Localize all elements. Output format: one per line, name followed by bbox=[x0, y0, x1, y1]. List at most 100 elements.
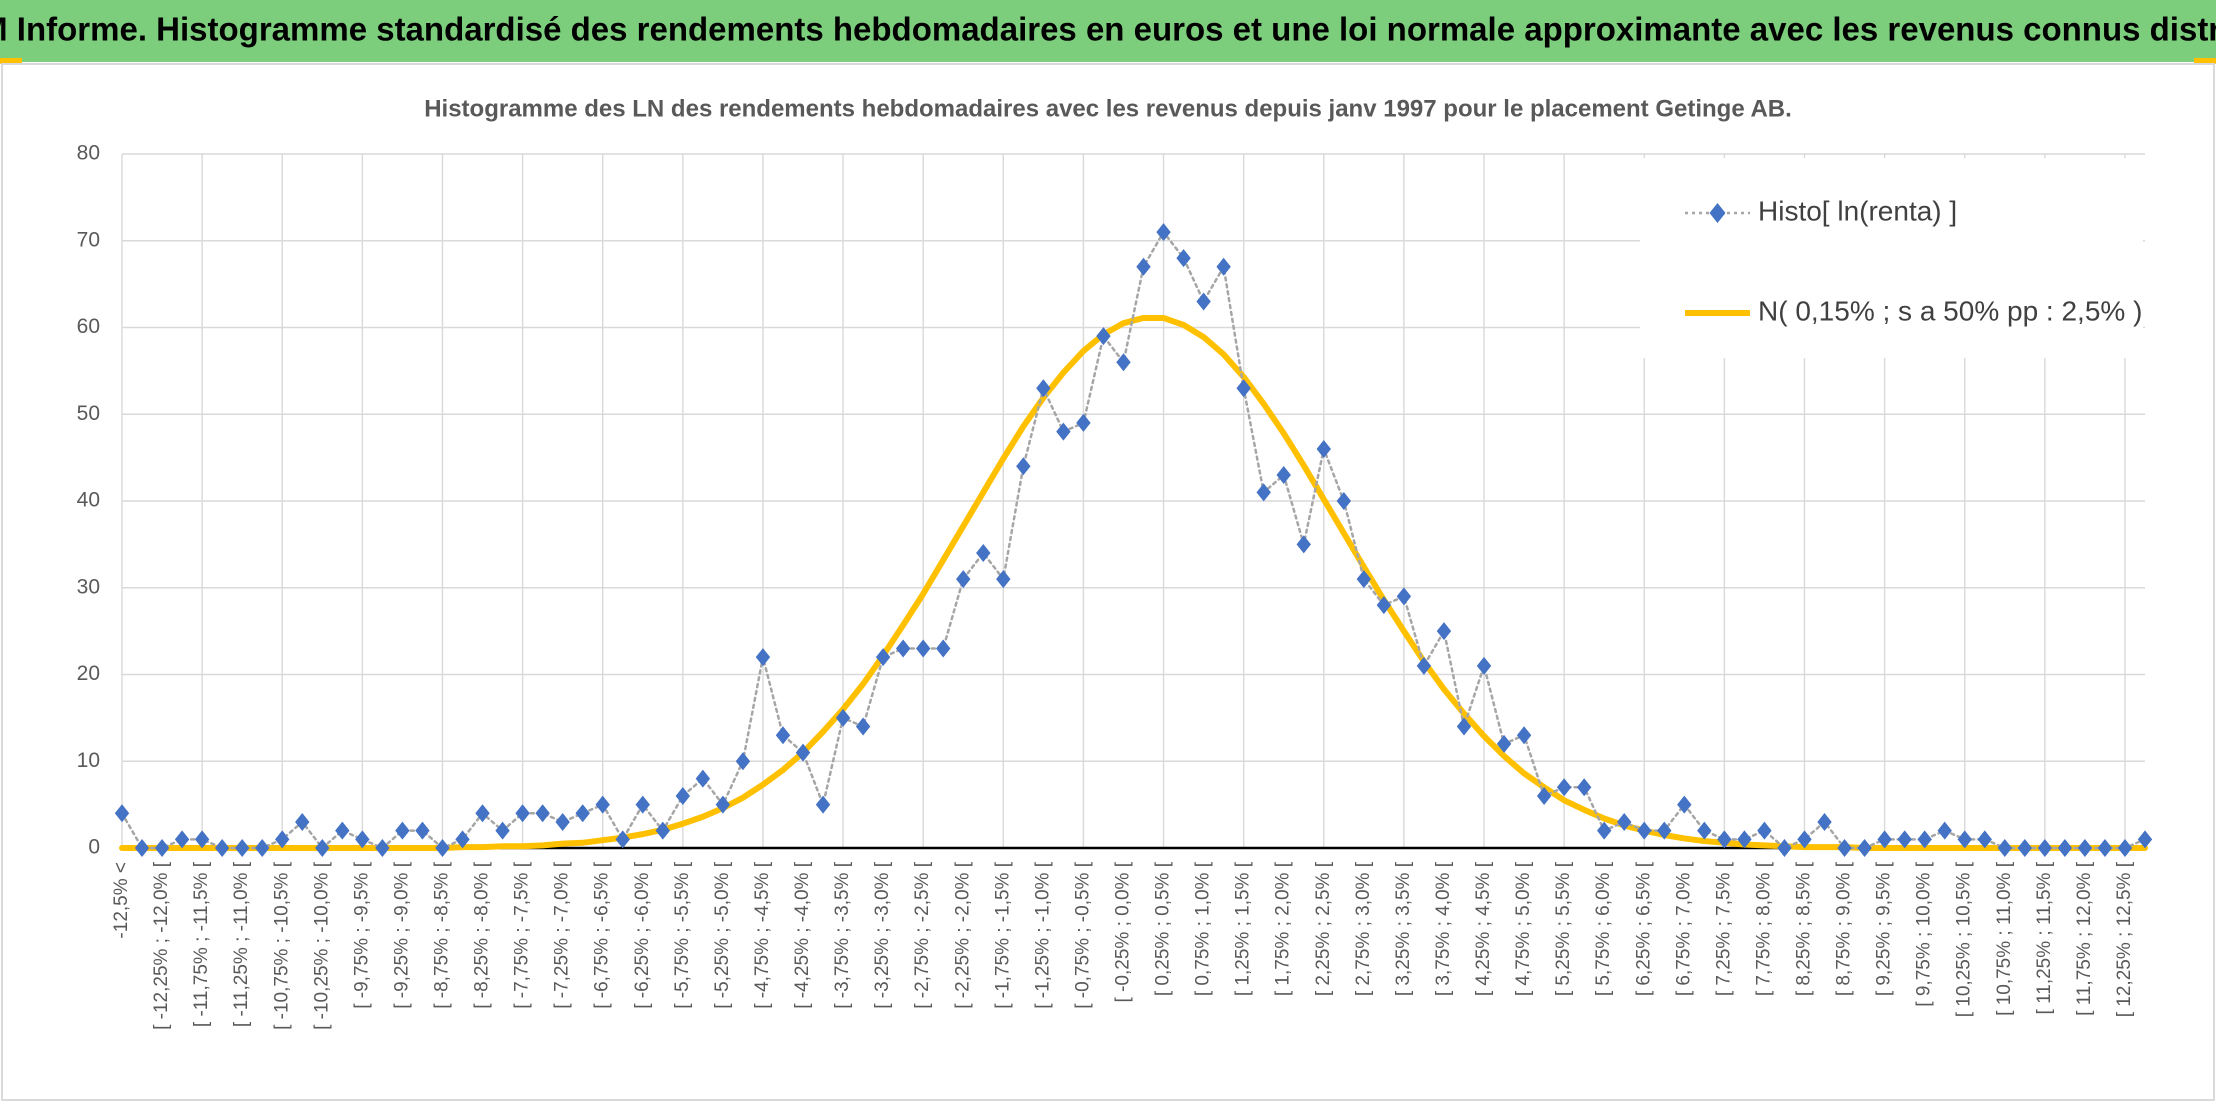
data-point bbox=[715, 795, 731, 814]
data-point bbox=[1777, 839, 1792, 857]
data-point bbox=[134, 839, 150, 857]
x-tick-label: [ -0,25% ; 0,0% [ bbox=[1113, 861, 1134, 1002]
data-point bbox=[575, 804, 590, 823]
data-point bbox=[1356, 570, 1372, 589]
data-point bbox=[455, 830, 470, 849]
x-tick-label: [ 2,25% ; 2,5% [ bbox=[1313, 861, 1334, 996]
data-point bbox=[1236, 379, 1251, 398]
x-tick-label: [ 1,25% ; 1,5% [ bbox=[1233, 861, 1254, 996]
data-point bbox=[335, 821, 350, 840]
data-point bbox=[1156, 223, 1171, 242]
data-point bbox=[775, 726, 791, 745]
series-curve bbox=[119, 314, 2148, 851]
data-point bbox=[2137, 830, 2153, 849]
chart-frame bbox=[1, 63, 2215, 1101]
data-point bbox=[1556, 778, 1572, 797]
x-tick-label: [ -6,75% ; -6,5% [ bbox=[592, 861, 613, 1009]
x-tick-label: [ 4,75% ; 5,0% [ bbox=[1513, 861, 1534, 996]
x-tick-label: [ -2,75% ; -2,5% [ bbox=[912, 861, 933, 1009]
data-point bbox=[2077, 839, 2093, 857]
data-point bbox=[1296, 535, 1311, 554]
data-point bbox=[1376, 596, 1392, 615]
x-tick-label: -12,5% < bbox=[111, 862, 132, 939]
data-point bbox=[956, 570, 971, 589]
data-point bbox=[1657, 821, 1672, 840]
data-point bbox=[1136, 257, 1151, 276]
x-tick-label: [ -9,75% ; -9,5% [ bbox=[351, 861, 372, 1009]
data-point bbox=[1596, 821, 1612, 840]
data-point bbox=[515, 804, 530, 823]
x-tick-label: [ -5,25% ; -5,0% [ bbox=[712, 861, 733, 1009]
data-point bbox=[355, 830, 370, 849]
x-tick-label: [ -3,25% ; -3,0% [ bbox=[872, 861, 893, 1009]
data-point bbox=[1917, 830, 1932, 849]
data-point bbox=[1076, 413, 1091, 432]
data-point bbox=[395, 821, 410, 840]
data-point bbox=[495, 821, 510, 840]
data-point bbox=[1997, 839, 2012, 857]
data-point bbox=[1897, 830, 1912, 849]
x-tick-label: [ 6,25% ; 6,5% [ bbox=[1633, 861, 1654, 996]
data-point bbox=[1877, 830, 1892, 849]
x-tick-label: [ -7,75% ; -7,5% [ bbox=[512, 861, 533, 1009]
x-tick-label: [ -1,75% ; -1,5% [ bbox=[992, 861, 1013, 1009]
data-point bbox=[1977, 830, 1992, 849]
data-point bbox=[1757, 821, 1772, 840]
data-point bbox=[835, 708, 851, 727]
data-point bbox=[255, 839, 270, 857]
data-point bbox=[1436, 622, 1452, 641]
y-tick-label: 0 bbox=[88, 836, 100, 859]
x-tick-label: [ 8,25% ; 8,5% [ bbox=[1794, 861, 1815, 996]
data-point bbox=[735, 752, 751, 771]
x-tick-label: [ -2,25% ; -2,0% [ bbox=[952, 861, 973, 1009]
y-tick-label: 80 bbox=[77, 142, 100, 165]
data-point bbox=[1717, 830, 1732, 849]
legend-swatch-marker bbox=[1709, 203, 1726, 223]
data-point bbox=[275, 830, 290, 849]
x-tick-label: [ -9,25% ; -9,0% [ bbox=[391, 861, 412, 1009]
data-point bbox=[1456, 717, 1472, 736]
data-point bbox=[1416, 656, 1432, 675]
x-tick-label: [ 12,25% ; 12,5% [ bbox=[2114, 861, 2135, 1017]
x-tick-label: [ -4,75% ; -4,5% [ bbox=[752, 861, 773, 1009]
x-tick-label: [ 4,25% ; 4,5% [ bbox=[1473, 861, 1494, 996]
data-point bbox=[1617, 812, 1632, 831]
x-tick-label: [ 10,75% ; 11,0% [ bbox=[1994, 861, 2015, 1016]
data-point bbox=[415, 821, 430, 840]
data-point bbox=[1176, 249, 1191, 268]
data-point bbox=[1056, 422, 1071, 441]
data-point bbox=[1837, 839, 1852, 857]
data-point bbox=[1677, 795, 1692, 814]
data-point bbox=[695, 769, 711, 788]
data-point bbox=[174, 830, 190, 849]
x-tick-label: [ -8,25% ; -8,0% [ bbox=[472, 861, 493, 1009]
x-tick-label: [ -10,75% ; -10,5% [ bbox=[271, 861, 292, 1030]
x-tick-label: [ -8,75% ; -8,5% [ bbox=[431, 861, 452, 1009]
x-tick-label: [ 11,25% ; 11,5% [ bbox=[2034, 861, 2055, 1014]
x-tick-label: [ 5,25% ; 5,5% [ bbox=[1553, 861, 1574, 996]
x-tick-label: [ -12,25% ; -12,0% [ bbox=[151, 861, 172, 1030]
data-point bbox=[875, 648, 891, 667]
data-point bbox=[855, 717, 871, 736]
y-tick-label: 70 bbox=[77, 228, 100, 251]
chart-title: ADAM Informe. Histogramme standardisé de… bbox=[0, 11, 2216, 48]
x-tick-label: [ 7,75% ; 8,0% [ bbox=[1753, 861, 1774, 996]
data-point bbox=[1336, 492, 1352, 510]
legend-label: Histo[ ln(renta) ] bbox=[1758, 195, 1957, 226]
x-tick-label: [ 5,75% ; 6,0% [ bbox=[1593, 861, 1614, 996]
x-tick-label: [ -10,25% ; -10,0% [ bbox=[311, 861, 332, 1030]
data-point bbox=[1957, 830, 1972, 849]
data-point bbox=[2117, 839, 2133, 857]
x-tick-label: [ 3,25% ; 3,5% [ bbox=[1393, 861, 1414, 996]
x-tick-label: [ -6,25% ; -6,0% [ bbox=[632, 861, 653, 1009]
banner bbox=[0, 0, 2216, 62]
data-point bbox=[1256, 483, 1271, 502]
x-tick-label: [ 7,25% ; 7,5% [ bbox=[1713, 861, 1734, 996]
data-point bbox=[595, 795, 610, 814]
data-point bbox=[2057, 839, 2073, 857]
chart-subtitle: Histogramme des LN des rendements hebdom… bbox=[424, 95, 1792, 122]
data-point bbox=[375, 839, 390, 857]
x-tick-label: [ -11,25% ; -11,0% [ bbox=[231, 861, 252, 1027]
